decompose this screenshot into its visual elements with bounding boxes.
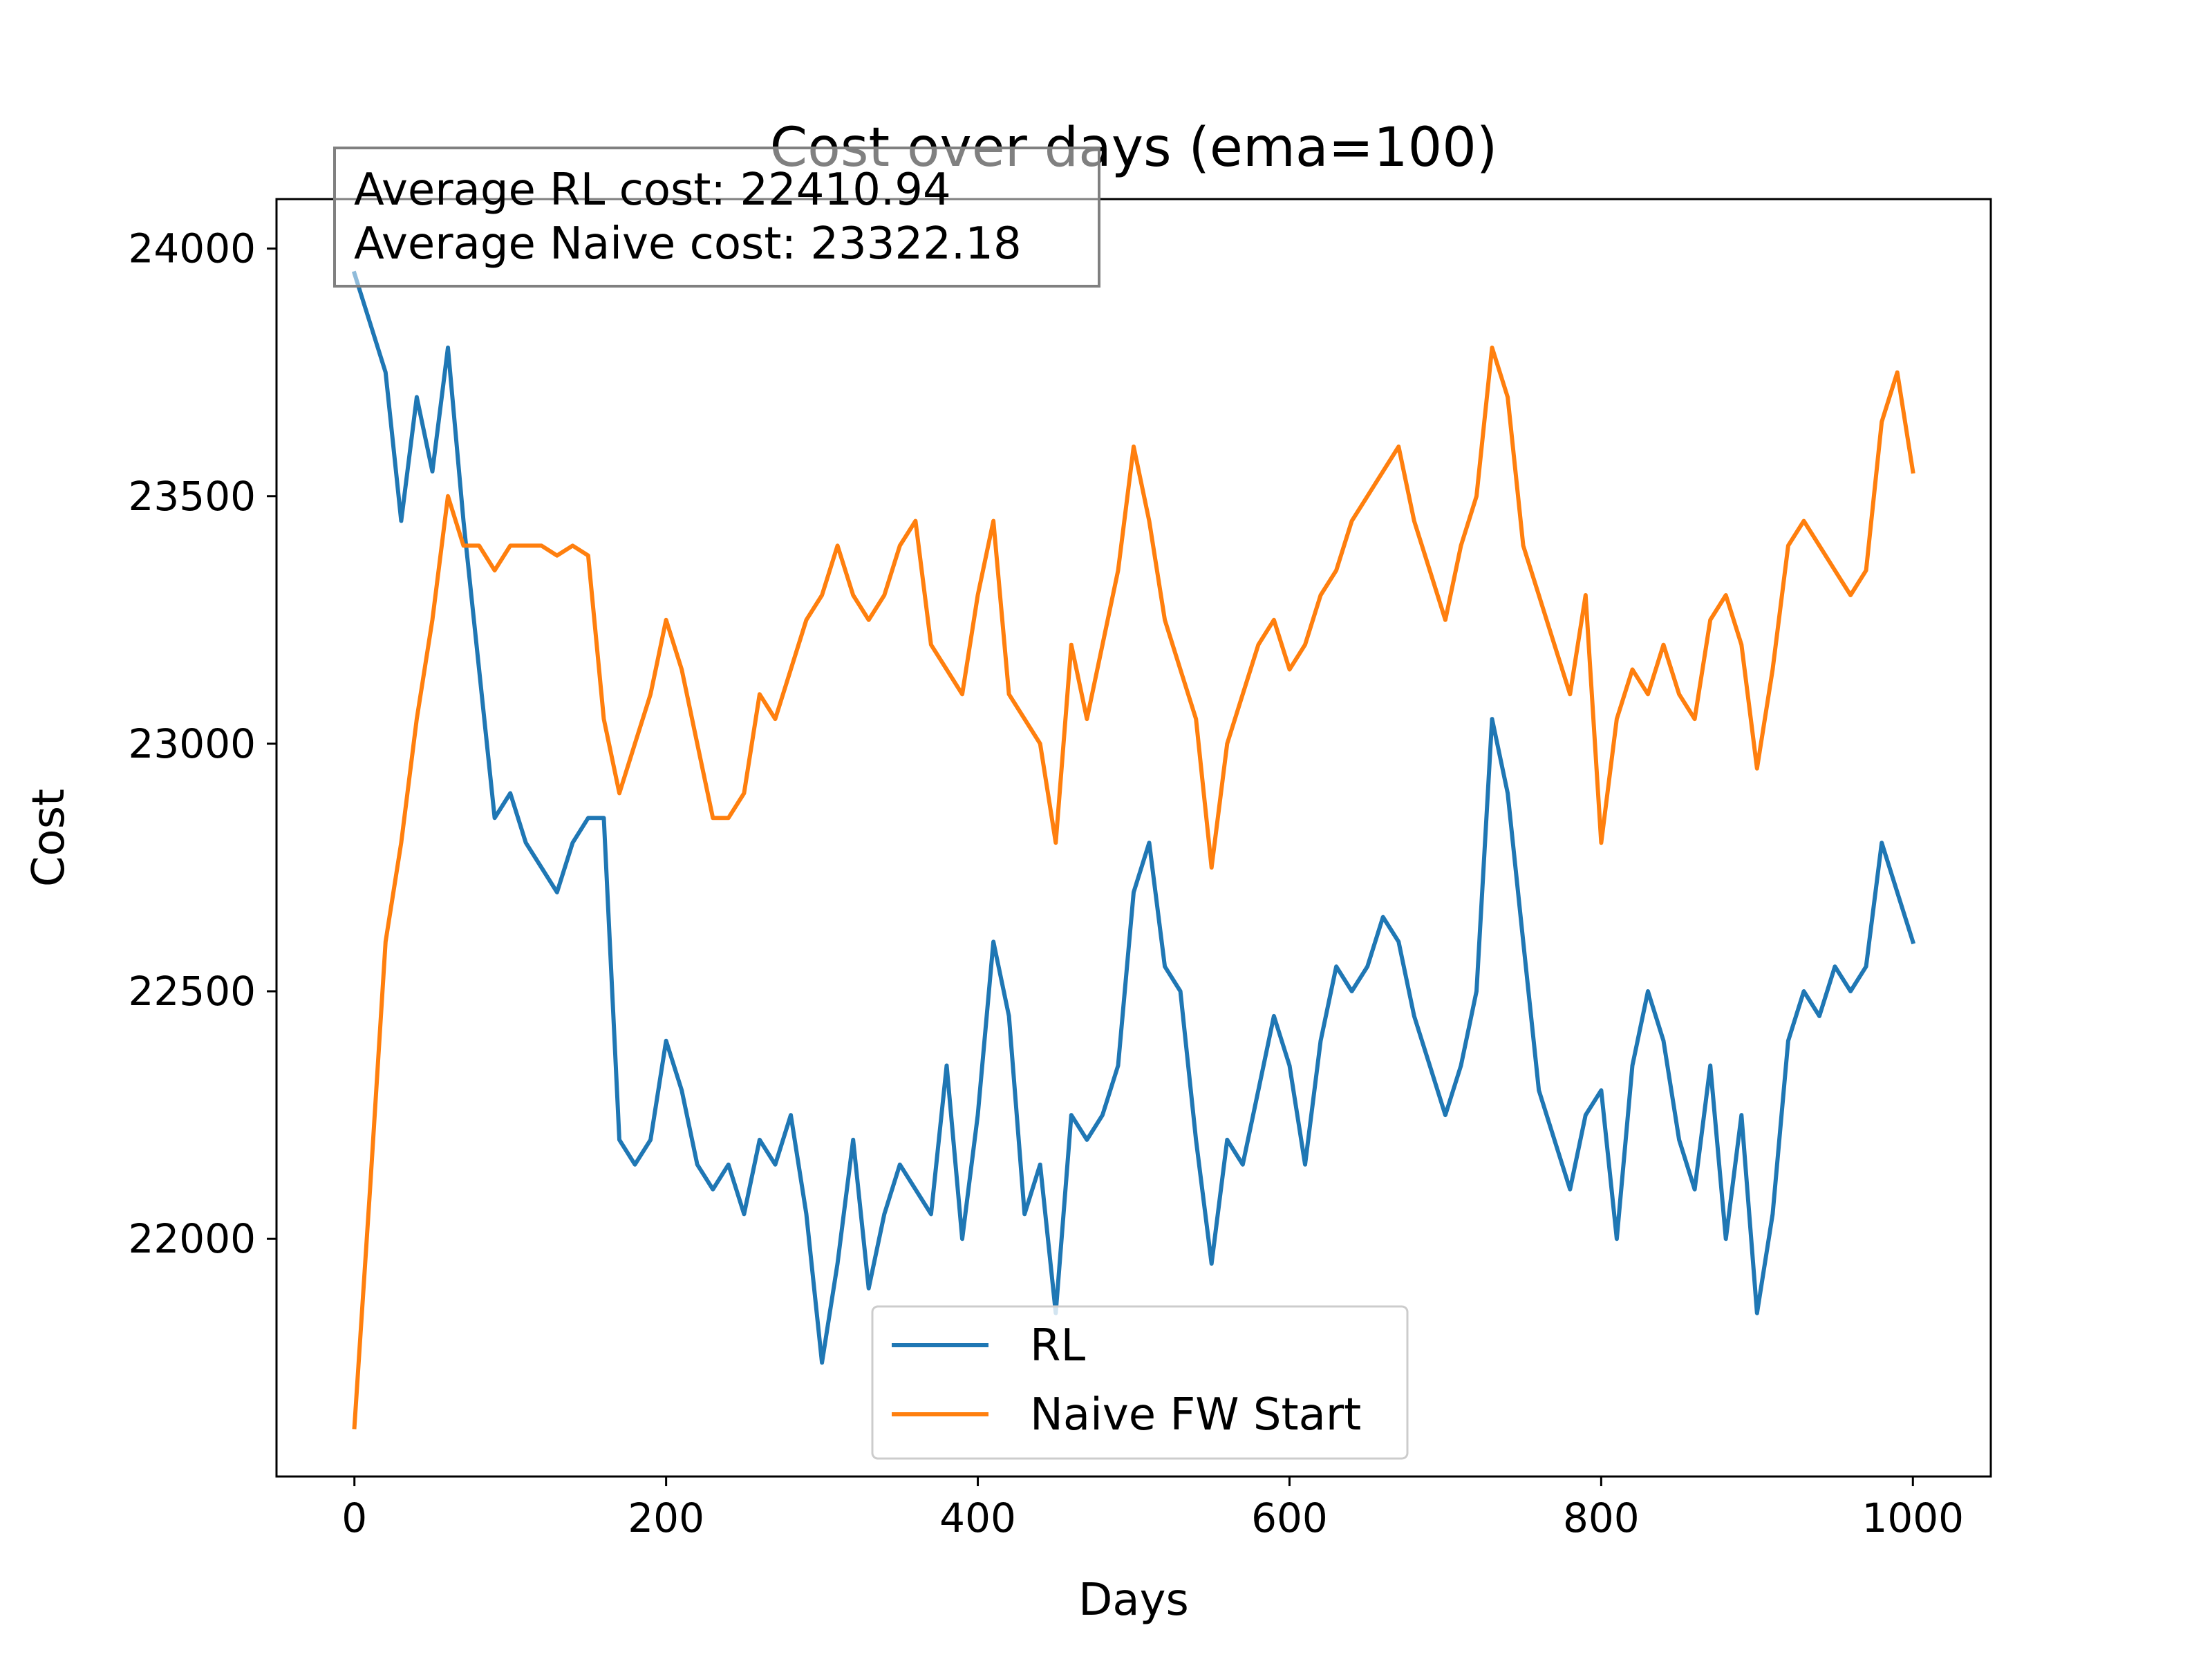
x-tick-label: 800 xyxy=(1563,1494,1640,1541)
x-tick-label: 600 xyxy=(1251,1494,1328,1541)
average-rl-cost-text: Average RL cost: 22410.94 xyxy=(354,165,951,216)
average-naive-cost-text: Average Naive cost: 23322.18 xyxy=(354,218,1022,270)
y-tick-label: 23500 xyxy=(128,473,256,520)
stats-annotation: Average RL cost: 22410.94 Average Naive … xyxy=(333,147,1100,288)
stats-annotation-box xyxy=(333,147,1100,288)
legend-box xyxy=(871,1305,1409,1460)
axes-frame xyxy=(275,198,1992,1478)
legend-label-naive-fw-start: Naive FW Start xyxy=(1030,1389,1361,1441)
x-tick-label: 200 xyxy=(628,1494,704,1541)
x-tick-label: 400 xyxy=(939,1494,1016,1541)
series-line-naive-fw-start xyxy=(352,345,1915,1430)
x-axis: 0 200 400 600 800 1000 xyxy=(341,1477,1964,1541)
y-tick-label: 22000 xyxy=(128,1215,256,1262)
series-layer xyxy=(351,270,1916,1430)
series-line-rl xyxy=(351,270,1916,1365)
y-tick-label: 23000 xyxy=(128,720,256,767)
x-axis-label: Days xyxy=(1078,1575,1189,1626)
y-tick-label: 24000 xyxy=(128,225,256,272)
x-tick-label: 0 xyxy=(341,1494,367,1541)
x-tick-label: 1000 xyxy=(1862,1494,1964,1541)
legend: RL Naive FW Start xyxy=(871,1305,1409,1460)
y-tick-label: 22500 xyxy=(128,968,256,1015)
y-axis: 22000 22500 23000 23500 24000 xyxy=(128,225,276,1262)
legend-label-rl: RL xyxy=(1030,1320,1085,1371)
y-axis-label: Cost xyxy=(24,789,75,887)
